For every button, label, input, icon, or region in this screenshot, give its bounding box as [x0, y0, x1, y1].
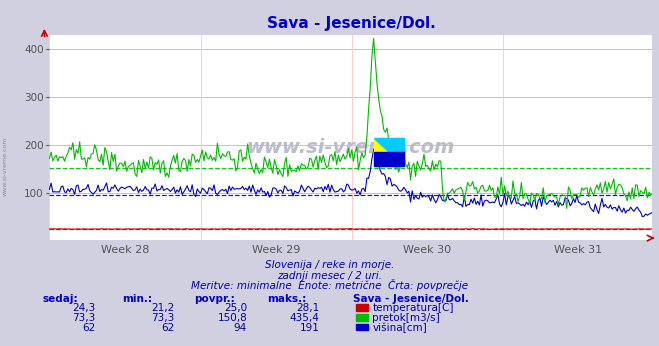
Text: www.si-vreme.com: www.si-vreme.com [246, 138, 455, 157]
Text: 62: 62 [82, 323, 96, 333]
Title: Sava - Jesenice/Dol.: Sava - Jesenice/Dol. [266, 16, 436, 31]
Bar [374, 137, 404, 166]
Text: 94: 94 [234, 323, 247, 333]
Text: zadnji mesec / 2 uri.: zadnji mesec / 2 uri. [277, 271, 382, 281]
Text: Slovenija / reke in morje.: Slovenija / reke in morje. [265, 260, 394, 270]
Text: 191: 191 [300, 323, 320, 333]
Text: 28,1: 28,1 [297, 303, 320, 313]
Text: Sava - Jesenice/Dol.: Sava - Jesenice/Dol. [353, 294, 469, 304]
Text: 435,4: 435,4 [290, 313, 320, 323]
Text: www.si-vreme.com: www.si-vreme.com [3, 136, 8, 196]
Text: 21,2: 21,2 [152, 303, 175, 313]
Text: temperatura[C]: temperatura[C] [372, 303, 454, 313]
Text: 73,3: 73,3 [72, 313, 96, 323]
Text: Meritve: minimalne  Enote: metrične  Črta: povprečje: Meritve: minimalne Enote: metrične Črta:… [191, 279, 468, 291]
Text: 24,3: 24,3 [72, 303, 96, 313]
Bar [374, 152, 404, 166]
Text: 150,8: 150,8 [217, 313, 247, 323]
Text: pretok[m3/s]: pretok[m3/s] [372, 313, 440, 323]
Text: maks.:: maks.: [267, 294, 306, 304]
Text: 25,0: 25,0 [224, 303, 247, 313]
Text: povpr.:: povpr.: [194, 294, 235, 304]
Text: min.:: min.: [122, 294, 152, 304]
Text: 73,3: 73,3 [152, 313, 175, 323]
Text: 62: 62 [161, 323, 175, 333]
Text: višina[cm]: višina[cm] [372, 322, 427, 333]
Polygon shape [374, 138, 404, 166]
Text: sedaj:: sedaj: [43, 294, 78, 304]
